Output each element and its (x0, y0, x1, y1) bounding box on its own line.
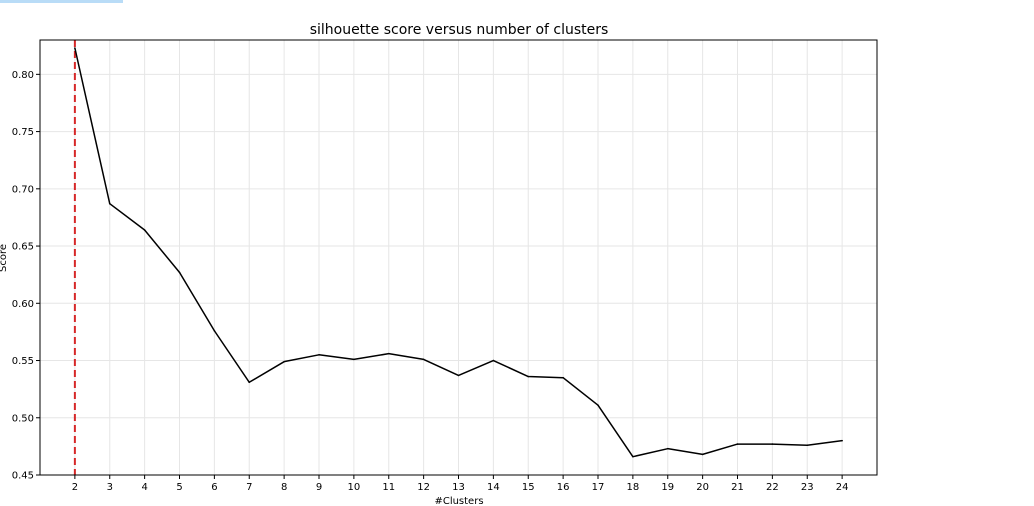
x-tick-label: 17 (592, 482, 605, 493)
x-tick-label: 4 (141, 482, 147, 493)
y-tick-label: 0.75 (12, 127, 34, 138)
data-point (492, 359, 495, 362)
data-point (178, 271, 181, 274)
data-point (143, 229, 146, 231)
x-tick-label: 5 (176, 482, 182, 493)
data-point (632, 455, 634, 458)
x-tick-label: 19 (661, 482, 674, 493)
x-tick-label: 11 (382, 482, 395, 493)
y-axis-label: Score (0, 244, 9, 272)
data-point (422, 358, 425, 361)
data-point (841, 439, 843, 442)
x-tick-label: 8 (281, 482, 287, 493)
data-point (701, 453, 704, 456)
data-point (283, 360, 285, 363)
data-point (318, 354, 320, 356)
data-point (353, 358, 355, 361)
x-tick-label: 12 (417, 482, 430, 493)
y-tick-label: 0.60 (12, 299, 34, 310)
data-point (248, 381, 251, 384)
x-tick-label: 15 (522, 482, 535, 493)
x-tick-label: 6 (211, 482, 217, 493)
data-point (387, 352, 390, 355)
x-tick-label: 7 (246, 482, 252, 493)
series-group (74, 47, 843, 458)
y-tick-label: 0.45 (12, 471, 34, 482)
data-point (527, 375, 530, 378)
x-tick-label: 24 (836, 482, 849, 493)
data-point (771, 443, 774, 445)
x-tick-label: 23 (801, 482, 814, 493)
x-tick-label: 10 (348, 482, 361, 493)
y-tick-label: 0.70 (12, 184, 34, 195)
top-progress-strip (0, 0, 123, 3)
x-tick-label: 3 (107, 482, 113, 493)
y-tick-label: 0.65 (12, 242, 34, 253)
data-point (213, 329, 216, 332)
x-tick-label: 13 (452, 482, 465, 493)
x-tick-label: 9 (316, 482, 322, 493)
x-axis-label: #Clusters (434, 496, 483, 506)
x-tick-label: 14 (487, 482, 500, 493)
x-tick-label: 2 (72, 482, 78, 493)
data-point (597, 404, 599, 406)
data-point (562, 376, 564, 379)
y-tick-label: 0.55 (12, 356, 34, 367)
x-tick-label: 20 (696, 482, 709, 493)
y-tick-label: 0.50 (12, 413, 34, 424)
data-point (74, 47, 76, 49)
data-point (806, 444, 809, 447)
data-point (666, 447, 669, 450)
x-tick-label: 18 (627, 482, 640, 493)
data-point (736, 443, 739, 445)
y-tick-label: 0.80 (12, 70, 34, 81)
y-axis-ticks: 0.45 0.50 0.55 0.60 0.65 0.70 0.75 0.80 (12, 70, 40, 482)
x-tick-label: 22 (766, 482, 779, 493)
chart-title: silhouette score versus number of cluste… (310, 22, 609, 38)
data-point (457, 374, 460, 377)
grid-lines (40, 40, 877, 476)
x-axis-ticks: 2 3 4 5 6 7 8 9 10 11 12 13 14 15 16 17 18 19 20 21 22 23 24 (72, 475, 849, 493)
x-tick-label: 21 (731, 482, 744, 493)
data-point (108, 202, 111, 205)
x-tick-label: 16 (557, 482, 570, 493)
